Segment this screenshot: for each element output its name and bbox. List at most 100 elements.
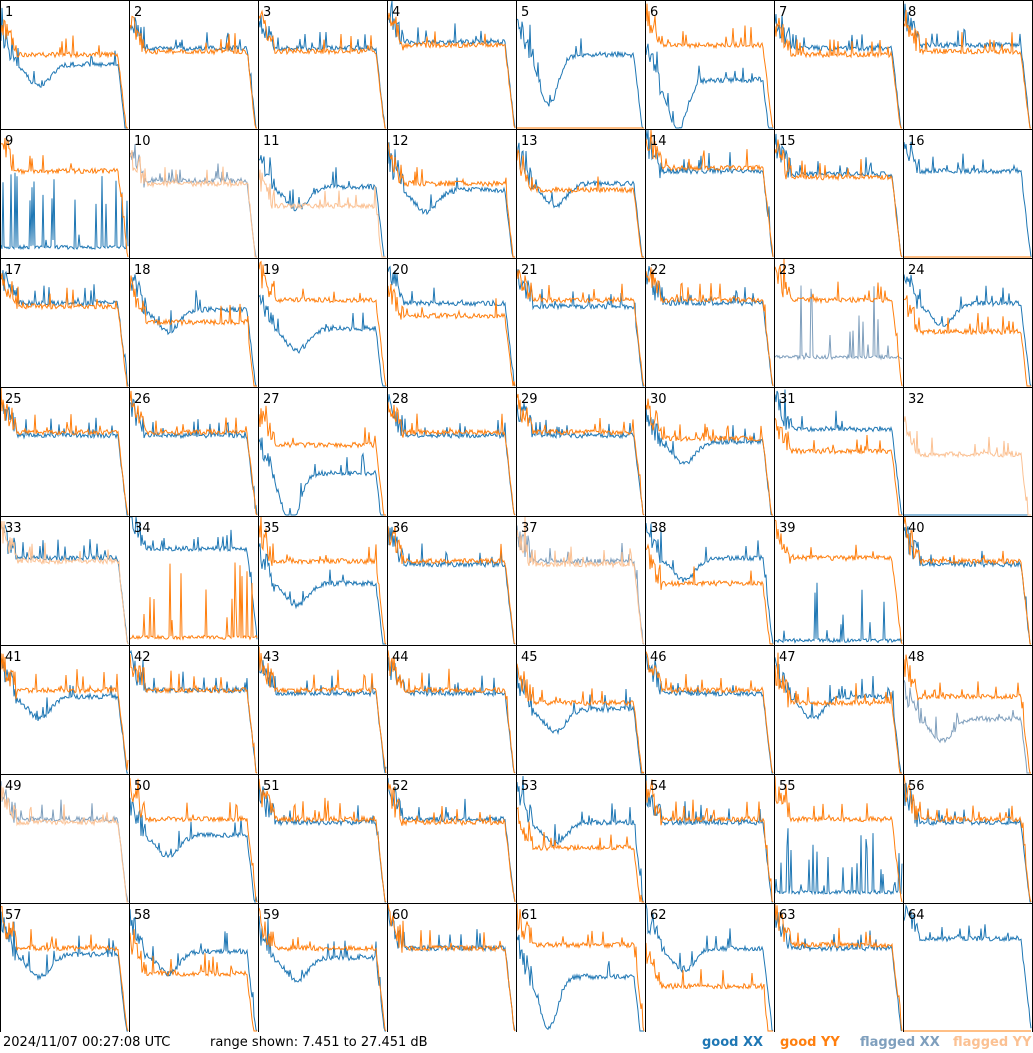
antenna-label-36: 36 [392, 521, 409, 536]
series-yy-antenna-22 [645, 267, 774, 387]
series-yy-antenna-49 [0, 785, 128, 903]
series-yy-antenna-52 [387, 782, 516, 903]
antenna-panel-21: 21 [516, 258, 646, 388]
series-yy-antenna-27 [258, 405, 386, 516]
series-xx-antenna-13 [516, 142, 644, 258]
antenna-label-64: 64 [908, 908, 925, 923]
antenna-panel-43: 43 [258, 645, 388, 775]
panel-border-3 [258, 0, 388, 130]
series-yy-antenna-21 [516, 269, 645, 387]
antenna-panel-59: 59 [258, 903, 388, 1032]
series-xx-antenna-12 [387, 142, 515, 258]
series-yy-antenna-23 [774, 258, 903, 387]
series-xx-antenna-24 [903, 274, 1032, 387]
series-xx-antenna-35 [258, 543, 386, 645]
series-yy-antenna-32 [903, 416, 1031, 516]
series-xx-antenna-15 [774, 133, 903, 258]
series-yy-antenna-46 [645, 651, 774, 774]
series-xx-antenna-54 [645, 774, 773, 903]
series-xx-antenna-6 [645, 43, 773, 129]
antenna-panel-5: 5 [516, 0, 646, 130]
series-xx-antenna-60 [387, 907, 516, 1032]
antenna-label-63: 63 [779, 908, 796, 923]
series-xx-antenna-59 [258, 916, 386, 1032]
antenna-panel-27: 27 [258, 387, 388, 517]
series-xx-antenna-55 [774, 828, 903, 896]
antenna-label-24: 24 [908, 263, 925, 278]
antenna-label-17: 17 [5, 263, 22, 278]
series-xx-antenna-9 [0, 172, 129, 251]
antenna-label-37: 37 [521, 521, 538, 536]
antenna-label-62: 62 [650, 908, 667, 923]
antenna-panel-19: 19 [258, 258, 388, 388]
series-yy-antenna-36 [387, 526, 516, 645]
panel-border-9 [0, 129, 130, 259]
antenna-panel-8: 8 [903, 0, 1033, 130]
antenna-label-15: 15 [779, 134, 796, 149]
series-yy-antenna-50 [129, 778, 258, 903]
antenna-panel-50: 50 [129, 774, 259, 904]
antenna-panel-12: 12 [387, 129, 517, 259]
antenna-label-1: 1 [5, 5, 13, 20]
series-yy-antenna-44 [387, 650, 516, 774]
antenna-label-58: 58 [134, 908, 151, 923]
series-xx-antenna-4 [387, 0, 516, 129]
antenna-label-46: 46 [650, 650, 667, 665]
antenna-label-57: 57 [5, 908, 22, 923]
series-yy-antenna-7 [774, 17, 902, 129]
antenna-label-16: 16 [908, 134, 925, 149]
antenna-label-59: 59 [263, 908, 280, 923]
antenna-label-49: 49 [5, 779, 22, 794]
antenna-panel-56: 56 [903, 774, 1033, 904]
series-xx-antenna-40 [903, 526, 1032, 645]
series-yy-antenna-57 [1, 906, 129, 1032]
series-yy-antenna-47 [774, 652, 902, 774]
antenna-panel-48: 48 [903, 645, 1033, 775]
series-xx-antenna-10 [129, 144, 257, 258]
series-yy-antenna-42 [129, 654, 258, 774]
antenna-label-25: 25 [5, 392, 22, 407]
series-xx-antenna-21 [516, 269, 644, 387]
antenna-panel-16: 16 [903, 129, 1033, 259]
antenna-label-35: 35 [263, 521, 280, 536]
series-xx-antenna-14 [645, 129, 774, 258]
series-yy-antenna-60 [387, 903, 516, 1032]
series-xx-antenna-2 [129, 17, 257, 129]
series-yy-antenna-30 [645, 398, 773, 516]
series-yy-antenna-19 [258, 260, 387, 387]
series-xx-antenna-26 [129, 398, 258, 516]
series-xx-antenna-27 [258, 437, 386, 516]
series-yy-antenna-9 [0, 138, 129, 258]
antenna-label-3: 3 [263, 5, 271, 20]
series-yy-antenna-38 [645, 543, 773, 645]
antenna-label-61: 61 [521, 908, 538, 923]
series-xx-antenna-22 [645, 265, 774, 387]
antenna-panel-22: 22 [645, 258, 775, 388]
antenna-panel-41: 41 [0, 645, 130, 775]
series-xx-antenna-63 [774, 904, 903, 1032]
series-xx-antenna-64 [903, 903, 1032, 1029]
series-xx-antenna-23 [774, 285, 903, 361]
series-xx-antenna-42 [129, 649, 258, 774]
antenna-panel-63: 63 [774, 903, 904, 1032]
antenna-panel-53: 53 [516, 774, 646, 904]
series-yy-antenna-45 [516, 663, 645, 775]
antenna-panel-54: 54 [645, 774, 775, 904]
series-xx-antenna-1 [0, 7, 128, 129]
antenna-panel-61: 61 [516, 903, 646, 1032]
antenna-panel-57: 57 [0, 903, 130, 1032]
series-yy-antenna-59 [258, 907, 387, 1032]
antenna-label-33: 33 [5, 521, 22, 536]
antenna-panel-40: 40 [903, 516, 1033, 646]
antenna-panel-42: 42 [129, 645, 259, 775]
series-yy-antenna-63 [774, 903, 903, 1032]
antenna-label-29: 29 [521, 392, 538, 407]
antenna-label-27: 27 [263, 392, 280, 407]
antenna-label-30: 30 [650, 392, 667, 407]
antenna-panel-39: 39 [774, 516, 904, 646]
series-xx-antenna-33 [0, 524, 129, 645]
series-yy-antenna-54 [645, 779, 774, 903]
series-yy-antenna-34 [129, 562, 258, 641]
antenna-panel-44: 44 [387, 645, 517, 775]
